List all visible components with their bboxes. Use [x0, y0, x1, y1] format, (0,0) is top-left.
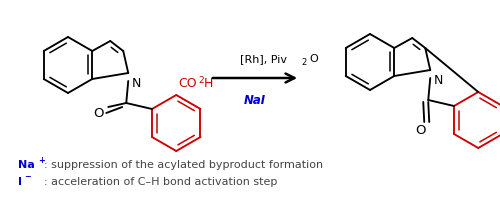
Text: I: I [18, 177, 22, 187]
Text: [Rh], Piv: [Rh], Piv [240, 54, 287, 64]
Text: : suppression of the acylated byproduct formation: : suppression of the acylated byproduct … [44, 160, 323, 170]
Text: 2: 2 [198, 75, 204, 85]
Text: O: O [309, 54, 318, 64]
Text: N: N [434, 74, 444, 87]
Text: −: − [24, 172, 31, 182]
Text: NaI: NaI [244, 94, 266, 107]
Text: N: N [132, 77, 141, 90]
Text: O: O [415, 124, 426, 136]
Text: CO: CO [178, 77, 197, 90]
Text: O: O [93, 107, 104, 119]
Text: H: H [204, 77, 214, 90]
Text: +: + [38, 155, 45, 165]
Text: Na: Na [18, 160, 35, 170]
Text: : acceleration of C–H bond activation step: : acceleration of C–H bond activation st… [44, 177, 278, 187]
Text: 2: 2 [301, 58, 306, 67]
